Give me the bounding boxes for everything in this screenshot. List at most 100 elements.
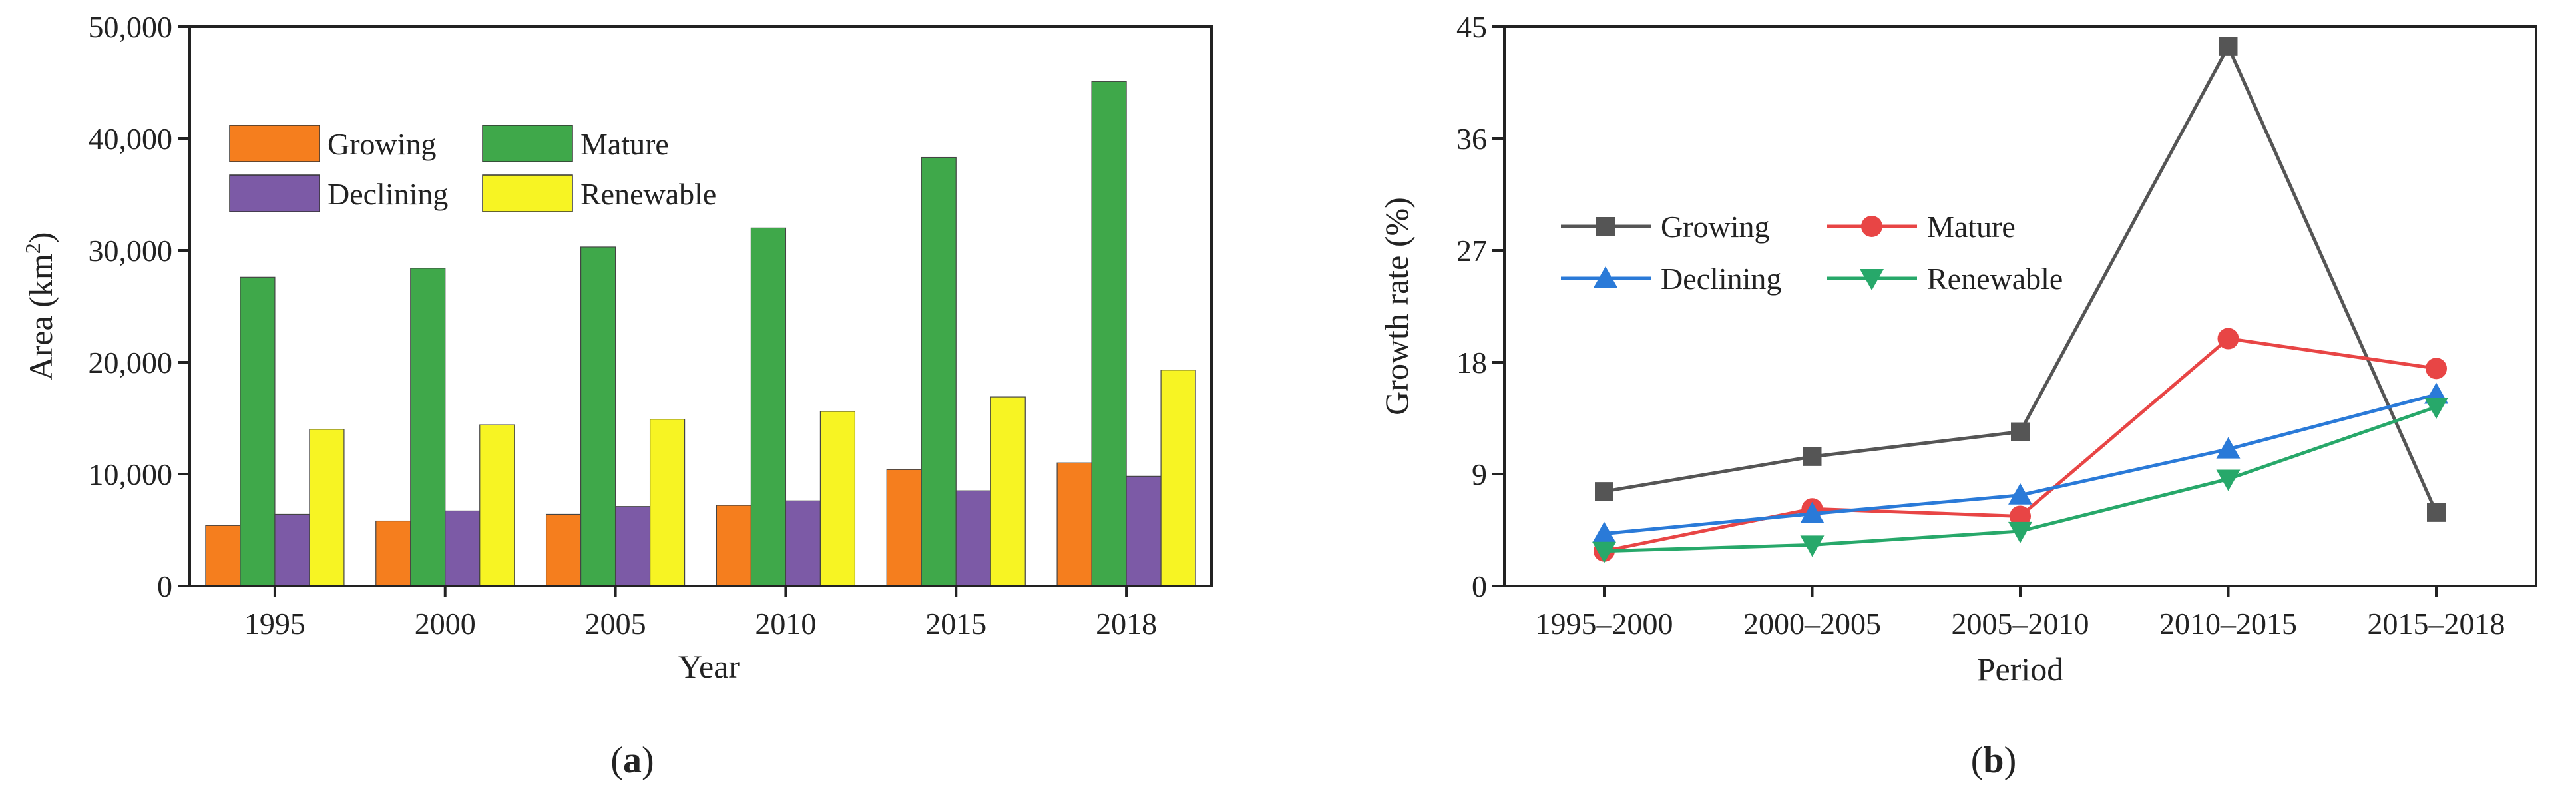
panel-b-x-axis-title: Period: [1977, 651, 2064, 688]
bar-growing-2010: [716, 505, 752, 587]
panel-b-line-chart: 0 9 18 27 36 45 1995–2000 2000–2005 2005–2010 20…: [1378, 10, 2537, 781]
x-tick-label-2005: 2005: [585, 607, 646, 641]
legend-swatch-renewable: [482, 174, 573, 212]
panel-a-legend: Growing Mature Declining Renewable: [229, 125, 716, 212]
panel-a-bar-chart: 0 10,000 20,000 30,000 40,000 50,000 1995 2000…: [21, 10, 1213, 781]
bar-growing-1995: [205, 525, 241, 587]
x-tick-label-2000-2005: 2000–2005: [1743, 607, 1881, 641]
y-tick-label: 10,000: [89, 457, 173, 491]
x-tick-label-1995-2000: 1995–2000: [1536, 607, 1673, 641]
bar-mature-1995: [240, 276, 276, 587]
legend-swatch-growing: [229, 125, 320, 162]
bar-declining-2010: [785, 500, 821, 587]
point-growing-2005-2010: [2011, 422, 2030, 441]
point-declining-2000-2005: [1800, 501, 1825, 523]
legend-label-declining-b: Declining: [1661, 262, 1781, 296]
point-mature-2010-2015: [2217, 328, 2239, 350]
point-declining-1995-2000: [1592, 521, 1616, 543]
bar-renewable-2000: [479, 424, 515, 587]
panel-b-label: (b): [1971, 740, 2016, 781]
bar-renewable-2005: [649, 419, 686, 587]
panel-b-y-ticks: 0 9 18 27 36 45: [1456, 10, 1504, 603]
y-tick-label: 40,000: [89, 122, 173, 156]
panel-a-x-ticks: 1995 2000 2005 2010 2015 2018: [244, 586, 1157, 641]
y-tick-label: 36: [1456, 122, 1487, 156]
bar-declining-2005: [614, 506, 651, 587]
panel-b-y-axis-title: Growth rate (%): [1378, 197, 1415, 415]
bar-growing-2005: [545, 513, 582, 587]
x-tick-label-2005-2010: 2005–2010: [1952, 607, 2089, 641]
panel-a-y-axis-title: Area (km2): [21, 232, 59, 381]
bar-mature-2000: [410, 268, 446, 587]
bar-mature-2015: [921, 156, 957, 587]
bar-renewable-1995: [309, 429, 345, 587]
legend-label-renewable: Renewable: [580, 177, 716, 211]
bar-declining-2015: [955, 490, 991, 587]
bar-declining-2000: [445, 510, 481, 587]
point-renewable-2015-2018: [2424, 398, 2448, 419]
legend-label-mature-b: Mature: [1927, 210, 2016, 244]
panel-a-y-ticks: 0 10,000 20,000 30,000 40,000 50,000: [89, 10, 190, 603]
panel-b-letter: b: [1983, 740, 2004, 781]
bar-renewable-2018: [1160, 370, 1196, 587]
y-tick-label: 18: [1456, 346, 1487, 380]
y-tick-label: 50,000: [89, 10, 173, 44]
y-tick-label: 30,000: [89, 234, 173, 268]
panel-a-x-axis-title: Year: [678, 648, 740, 685]
y-tick-label: 20,000: [89, 346, 173, 380]
panel-a-plot-frame: [188, 25, 1213, 587]
point-growing-1995-2000: [1595, 482, 1613, 501]
bar-growing-2015: [886, 469, 922, 587]
bar-renewable-2015: [990, 396, 1026, 587]
point-renewable-2010-2015: [2216, 469, 2241, 491]
legend-label-renewable-b: Renewable: [1927, 262, 2063, 296]
point-declining-2010-2015: [2216, 437, 2241, 459]
y-tick-label: 27: [1456, 234, 1487, 268]
bar-declining-1995: [274, 513, 310, 587]
point-mature-2005-2010: [2010, 505, 2031, 527]
panel-a-bars: [205, 81, 1196, 587]
panel-a-y-axis-title-main: Area (km: [22, 254, 59, 380]
point-growing-2010-2015: [2219, 37, 2238, 56]
y-tick-label: 0: [157, 569, 172, 603]
legend-label-growing: Growing: [327, 127, 437, 161]
bar-mature-2018: [1091, 81, 1127, 587]
point-renewable-2000-2005: [1800, 535, 1825, 557]
panel-a-label: (a): [610, 740, 654, 781]
legend-swatch-mature: [482, 125, 573, 162]
panel-b-x-ticks: 1995–2000 2000–2005 2005–2010 2010–2015 2015…: [1536, 586, 2505, 641]
legend-label-growing-b: Growing: [1661, 210, 1770, 244]
point-mature-2015-2018: [2426, 358, 2447, 380]
point-renewable-2005-2010: [2008, 521, 2032, 543]
point-growing-2015-2018: [2427, 503, 2446, 522]
legend-label-mature: Mature: [580, 127, 669, 161]
bar-declining-2018: [1126, 475, 1162, 587]
bar-mature-2010: [750, 227, 787, 587]
legend-marker-renewable: [1860, 269, 1884, 290]
y-tick-label: 45: [1456, 10, 1487, 44]
bar-renewable-2010: [819, 411, 856, 587]
x-tick-label-2010: 2010: [755, 607, 816, 641]
bar-growing-2000: [375, 520, 411, 587]
legend-marker-declining: [1594, 266, 1617, 288]
bar-mature-2005: [580, 246, 616, 587]
legend-label-declining: Declining: [327, 177, 448, 211]
bar-growing-2018: [1056, 462, 1092, 587]
y-tick-label: 9: [1472, 457, 1487, 491]
x-tick-label-2015-2018: 2015–2018: [2368, 607, 2505, 641]
legend-swatch-declining: [229, 174, 320, 212]
x-tick-label-2000: 2000: [415, 607, 476, 641]
panel-a-letter: a: [623, 740, 642, 781]
panel-b-legend: Growing Mature Declining Renewable: [1561, 210, 2063, 296]
x-tick-label-1995: 1995: [244, 607, 306, 641]
panel-b-lines: [1592, 37, 2448, 563]
y-tick-label: 0: [1472, 569, 1487, 603]
point-declining-2005-2010: [2008, 483, 2032, 505]
panel-a-y-axis-title-sup: 2: [21, 243, 45, 254]
legend-marker-growing: [1596, 217, 1615, 236]
point-renewable-1995-2000: [1592, 541, 1616, 563]
point-growing-2000-2005: [1803, 447, 1822, 466]
legend-marker-mature: [1861, 216, 1882, 237]
panel-a-y-axis-title-end: ): [22, 232, 59, 244]
